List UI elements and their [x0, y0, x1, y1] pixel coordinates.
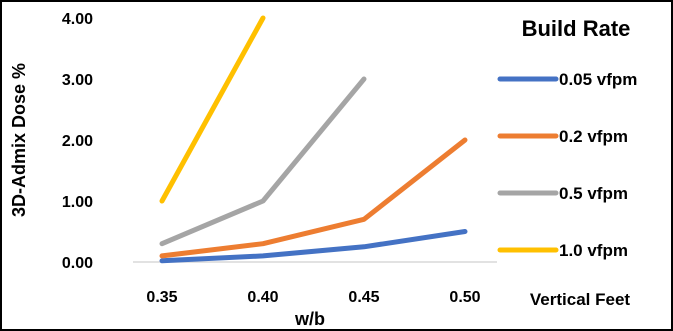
y-axis-title: 3D-Admix Dose %: [9, 63, 29, 217]
series-lines: [159, 15, 468, 264]
series-line: [159, 15, 266, 204]
x-tick-label: 0.50: [449, 289, 480, 306]
x-tick-label: 0.35: [146, 289, 177, 306]
series-line: [159, 137, 468, 259]
x-tick-label: 0.45: [348, 289, 379, 306]
legend-label: 0.2 vfpm: [559, 127, 628, 146]
legend-footer: Vertical Feet: [530, 290, 631, 309]
legend-label: 1.0 vfpm: [559, 241, 628, 260]
y-tick-label: 1.00: [62, 194, 93, 211]
legend-label: 0.5 vfpm: [559, 184, 628, 203]
series-line: [159, 229, 468, 264]
x-axis-title: w/b: [294, 309, 325, 329]
y-tick-label: 3.00: [62, 72, 93, 89]
legend-title: Build Rate: [522, 16, 631, 41]
legend-label: 0.05 vfpm: [559, 70, 637, 89]
x-tick-labels: 0.35 0.40 0.45 0.50: [146, 289, 480, 306]
legend: 0.05 vfpm 0.2 vfpm 0.5 vfpm 1.0 vfpm: [497, 70, 637, 260]
y-tick-label: 0.00: [62, 255, 93, 272]
x-tick-label: 0.40: [247, 289, 278, 306]
y-tick-labels: 0.00 1.00 2.00 3.00 4.00: [62, 11, 93, 272]
y-tick-label: 4.00: [62, 11, 93, 28]
y-tick-label: 2.00: [62, 133, 93, 150]
series-line: [159, 76, 367, 247]
